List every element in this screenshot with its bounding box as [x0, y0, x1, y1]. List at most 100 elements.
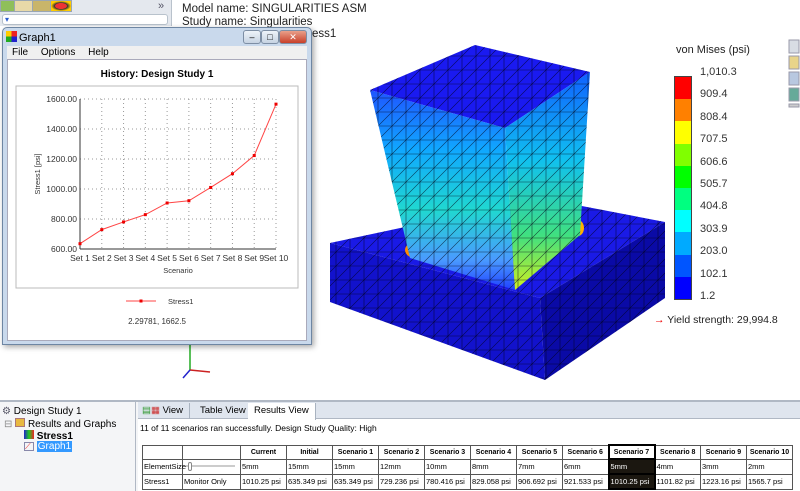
- minimize-button[interactable]: –: [243, 30, 261, 44]
- tree-root[interactable]: ⚙ Design Study 1: [2, 406, 82, 417]
- table-cell[interactable]: 1223.16 psi: [700, 473, 747, 490]
- display-manager-icon[interactable]: [50, 0, 72, 12]
- legend-swatch: [675, 99, 691, 122]
- column-header[interactable]: Current: [240, 444, 287, 460]
- column-header[interactable]: Scenario 3: [424, 444, 471, 460]
- table-header-row: Current Initial Scenario 1 Scenario 2 Scenar…: [142, 444, 793, 460]
- element-size-slider[interactable]: [182, 458, 241, 475]
- tab-table-view[interactable]: Table View: [194, 403, 253, 419]
- table-cell[interactable]: 635.349 psi: [332, 473, 379, 490]
- plot-name: ess1: [312, 28, 337, 40]
- filter-input[interactable]: ▾: [2, 14, 168, 25]
- table-row: Stress1 Monitor Only 1010.25 psi 635.349 ps…: [142, 473, 793, 490]
- tab-label: Results View: [254, 405, 309, 416]
- series-line: [79, 103, 277, 245]
- table-cell[interactable]: 906.692 psi: [516, 473, 563, 490]
- table-cell[interactable]: 1010.25 psi: [240, 473, 287, 490]
- x-tick-label: Set 5: [157, 253, 177, 263]
- design-study-panel: ⚙ Design Study 1 ⊟ Results and Graphs St…: [0, 400, 800, 491]
- column-header[interactable]: Scenario 2: [378, 444, 425, 460]
- table-cell[interactable]: 829.058 psi: [470, 473, 517, 490]
- filter-icon[interactable]: ▾: [5, 15, 10, 24]
- legend-swatch: [675, 187, 691, 211]
- table-cell[interactable]: 5mm: [240, 458, 287, 475]
- tree-item-label: Stress1: [36, 431, 73, 442]
- table-cell[interactable]: 780.416 psi: [424, 473, 471, 490]
- table-cell[interactable]: 15mm: [286, 458, 333, 475]
- column-header[interactable]: Scenario 9: [700, 444, 747, 460]
- folder-icon: [15, 418, 26, 427]
- column-header[interactable]: Scenario 6: [562, 444, 609, 460]
- x-tick-label: Set 1: [70, 253, 90, 263]
- column-header[interactable]: Scenario 10: [746, 444, 793, 460]
- table-cell[interactable]: 1101.82 psi: [654, 473, 701, 490]
- sheet-icon: ▤: [142, 405, 151, 416]
- column-header[interactable]: Scenario 4: [470, 444, 517, 460]
- legend-label: 303.9: [700, 222, 728, 235]
- data-point: [78, 242, 82, 246]
- x-tick-label: Set 7: [201, 253, 221, 263]
- tree-item-graph1[interactable]: ⟋ Graph1: [24, 441, 73, 452]
- table-cell[interactable]: 12mm: [378, 458, 425, 475]
- legend-swatch: [675, 77, 691, 100]
- tab-view[interactable]: ▤▦ View: [138, 403, 191, 419]
- maximize-button[interactable]: □: [261, 30, 279, 44]
- graph-window[interactable]: Graph1 – □ ✕ File Options Help History: …: [2, 27, 312, 345]
- table-cell[interactable]: 1010.25 psi: [607, 473, 656, 490]
- x-tick-label: Set 4: [135, 253, 155, 263]
- data-point: [143, 213, 147, 217]
- model-viewport[interactable]: [0, 0, 800, 400]
- legend-swatch: [675, 254, 691, 277]
- table-cell[interactable]: 2mm: [746, 458, 793, 475]
- column-header[interactable]: Scenario 5: [516, 444, 563, 460]
- table-cell[interactable]: 10mm: [424, 458, 471, 475]
- column-header[interactable]: Scenario 1: [332, 444, 379, 460]
- expand-icon[interactable]: »: [158, 0, 165, 12]
- axis-triad: [182, 345, 211, 379]
- collapse-icon[interactable]: ⊟: [4, 419, 13, 430]
- table-cell[interactable]: 3mm: [700, 458, 747, 475]
- table-cell[interactable]: 5mm: [607, 458, 656, 475]
- column-header[interactable]: Initial: [286, 444, 333, 460]
- legend-label: 808.4: [700, 110, 728, 123]
- table-cell[interactable]: 1565.7 psi: [746, 473, 793, 490]
- menu-file[interactable]: File: [12, 47, 29, 58]
- legend-label: 707.5: [700, 133, 728, 146]
- close-button[interactable]: ✕: [279, 30, 307, 44]
- table-cell[interactable]: 7mm: [516, 458, 563, 475]
- y-tick-label: 1600.00: [46, 94, 77, 104]
- graph-app-icon: [6, 31, 17, 42]
- legend-label: 1,010.3: [700, 66, 737, 78]
- tree-item-stress1[interactable]: Stress1: [24, 430, 73, 442]
- tab-results-view[interactable]: Results View: [248, 403, 316, 420]
- table-cell[interactable]: 8mm: [470, 458, 517, 475]
- view-toolbar[interactable]: [788, 39, 800, 108]
- menu-options[interactable]: Options: [40, 47, 76, 58]
- model-info: Model name: SINGULARITIES ASM Study name…: [182, 3, 367, 41]
- x-tick-label: Set 6: [179, 253, 199, 263]
- data-point: [209, 185, 213, 189]
- table-cell[interactable]: 4mm: [654, 458, 701, 475]
- design-study-icon: ⚙: [2, 406, 11, 417]
- legend-label: 203.0: [700, 245, 728, 258]
- column-header[interactable]: Scenario 7: [607, 444, 656, 460]
- status-message: 11 of 11 scenarios ran successfully. Des…: [140, 423, 377, 433]
- table-cell[interactable]: 635.349 psi: [286, 473, 333, 490]
- table-cell[interactable]: 6mm: [562, 458, 609, 475]
- data-point: [187, 199, 191, 203]
- table-cell[interactable]: 15mm: [332, 458, 379, 475]
- x-tick-label: Set 2: [92, 253, 112, 263]
- table-cell[interactable]: 729.236 psi: [378, 473, 425, 490]
- menu-help[interactable]: Help: [88, 47, 109, 58]
- tree-folder[interactable]: ⊟ Results and Graphs: [4, 418, 116, 430]
- table-cell[interactable]: 921.533 psi: [562, 473, 609, 490]
- results-tabbar: ▤▦ View Table View Results View: [138, 402, 800, 420]
- legend-swatch: [675, 143, 691, 166]
- data-point: [230, 172, 234, 176]
- legend-swatch: [675, 276, 691, 299]
- design-study-tree: ⚙ Design Study 1 ⊟ Results and Graphs St…: [0, 402, 136, 491]
- data-point: [274, 102, 278, 106]
- legend-swatch: [675, 165, 691, 188]
- data-point: [122, 220, 126, 224]
- column-header[interactable]: Scenario 8: [654, 444, 701, 460]
